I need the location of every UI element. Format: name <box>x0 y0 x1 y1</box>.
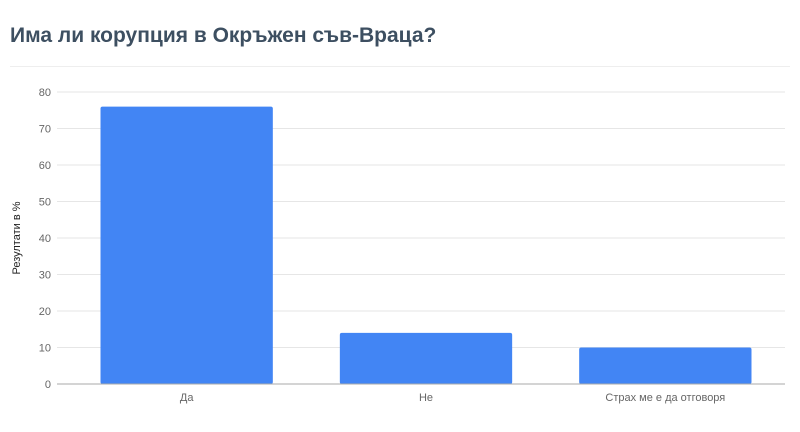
y-tick-label: 30 <box>39 270 51 282</box>
y-tick-label: 80 <box>39 87 51 99</box>
y-tick-label: 60 <box>39 160 51 172</box>
bars <box>100 106 752 385</box>
bar[interactable] <box>100 106 273 384</box>
x-tick-label: Да <box>180 392 194 404</box>
y-tick-label: 0 <box>45 379 51 391</box>
y-tick-label: 50 <box>39 197 51 209</box>
y-tick-label: 70 <box>39 124 51 136</box>
chart-title: Има ли корупция в Окръжен съв-Враца? <box>10 24 437 47</box>
x-tick-label: Не <box>419 392 433 404</box>
y-tick-label: 40 <box>39 233 51 245</box>
y-tick-label: 20 <box>39 306 51 318</box>
bar[interactable] <box>339 332 513 384</box>
y-axis-label: Резултати в % <box>11 201 23 274</box>
x-axis-labels: Да Не Страх ме е да отговоря <box>180 392 725 404</box>
x-tick-label: Страх ме е да отговоря <box>605 392 725 404</box>
title-divider <box>10 66 790 67</box>
bar[interactable] <box>579 347 752 385</box>
y-tick-label: 10 <box>39 343 51 355</box>
y-axis-ticks: 0 10 20 30 40 50 60 70 80 <box>39 87 51 391</box>
